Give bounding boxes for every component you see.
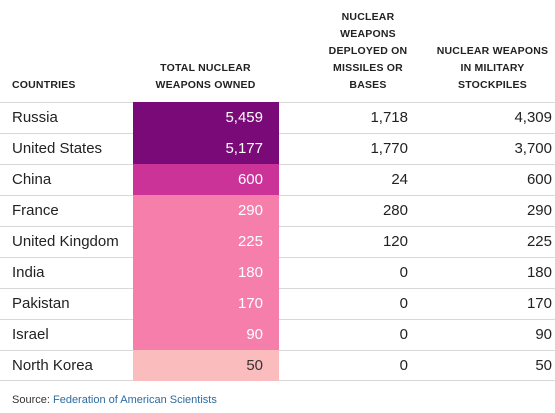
cell-stockpile-weapons: 290 (526, 202, 552, 219)
cell-total-weapons: 170 (133, 288, 279, 319)
cell-country: North Korea (12, 357, 93, 374)
cell-stockpile-weapons: 90 (535, 326, 552, 343)
cell-total-weapons: 600 (133, 164, 279, 195)
cell-deployed-weapons: 0 (399, 326, 408, 343)
cell-stockpile-weapons: 3,700 (514, 140, 552, 157)
header-stockpile-weapons: NUCLEAR WEAPONS IN MILITARY STOCKPILES (436, 45, 549, 91)
cell-total-weapons: 50 (133, 350, 279, 381)
source-link[interactable]: Federation of American Scientists (52, 394, 217, 406)
cell-total-weapons: 180 (133, 257, 279, 288)
cell-country: United Kingdom (12, 233, 119, 250)
header-deployed-weapons: NUCLEAR WEAPONS DEPLOYED ON MISSILES OR … (328, 11, 408, 91)
cell-deployed-weapons: 0 (399, 295, 408, 312)
cell-total-weapons: 290 (133, 195, 279, 226)
table-row: United Kingdom 225 120 225 (0, 226, 555, 257)
table-header: COUNTRIES TOTAL NUCLEAR WEAPONS OWNED NU… (0, 0, 555, 102)
table-row: Israel 90 0 90 (0, 319, 555, 350)
table-body: Russia 5,459 1,718 4,309 United States 5,177 1… (0, 102, 555, 381)
cell-deployed-weapons: 0 (399, 264, 408, 281)
cell-stockpile-weapons: 225 (526, 233, 552, 250)
cell-total-weapons: 5,459 (133, 102, 279, 133)
cell-stockpile-weapons: 180 (526, 264, 552, 281)
cell-country: Pakistan (12, 295, 70, 312)
table-row: India 180 0 180 (0, 257, 555, 288)
cell-deployed-weapons: 24 (391, 171, 408, 188)
cell-country: China (12, 171, 52, 188)
cell-deployed-weapons: 120 (382, 233, 408, 250)
table-row: North Korea 50 0 50 (0, 350, 555, 381)
cell-country: Israel (12, 326, 49, 343)
cell-total-weapons: 225 (133, 226, 279, 257)
cell-deployed-weapons: 280 (382, 202, 408, 219)
source-label: Source: (12, 394, 50, 406)
table-row: China 600 24 600 (0, 164, 555, 195)
cell-stockpile-weapons: 600 (526, 171, 552, 188)
cell-country: Russia (12, 109, 58, 126)
cell-deployed-weapons: 1,718 (370, 109, 408, 126)
header-total-weapons: TOTAL NUCLEAR WEAPONS OWNED (155, 62, 256, 91)
table-row: France 290 280 290 (0, 195, 555, 226)
cell-total-weapons: 5,177 (133, 133, 279, 164)
header-countries: COUNTRIES (12, 79, 76, 91)
source-note: Source: Federation of American Scientist… (12, 394, 217, 406)
cell-country: France (12, 202, 59, 219)
table-row: Russia 5,459 1,718 4,309 (0, 102, 555, 133)
cell-stockpile-weapons: 170 (526, 295, 552, 312)
table-row: Pakistan 170 0 170 (0, 288, 555, 319)
cell-country: India (12, 264, 45, 281)
cell-deployed-weapons: 1,770 (370, 140, 408, 157)
cell-country: United States (12, 140, 103, 157)
cell-stockpile-weapons: 4,309 (514, 109, 552, 126)
cell-stockpile-weapons: 50 (535, 357, 552, 374)
cell-deployed-weapons: 0 (399, 357, 408, 374)
table-row: United States 5,177 1,770 3,700 (0, 133, 555, 164)
cell-total-weapons: 90 (133, 319, 279, 350)
